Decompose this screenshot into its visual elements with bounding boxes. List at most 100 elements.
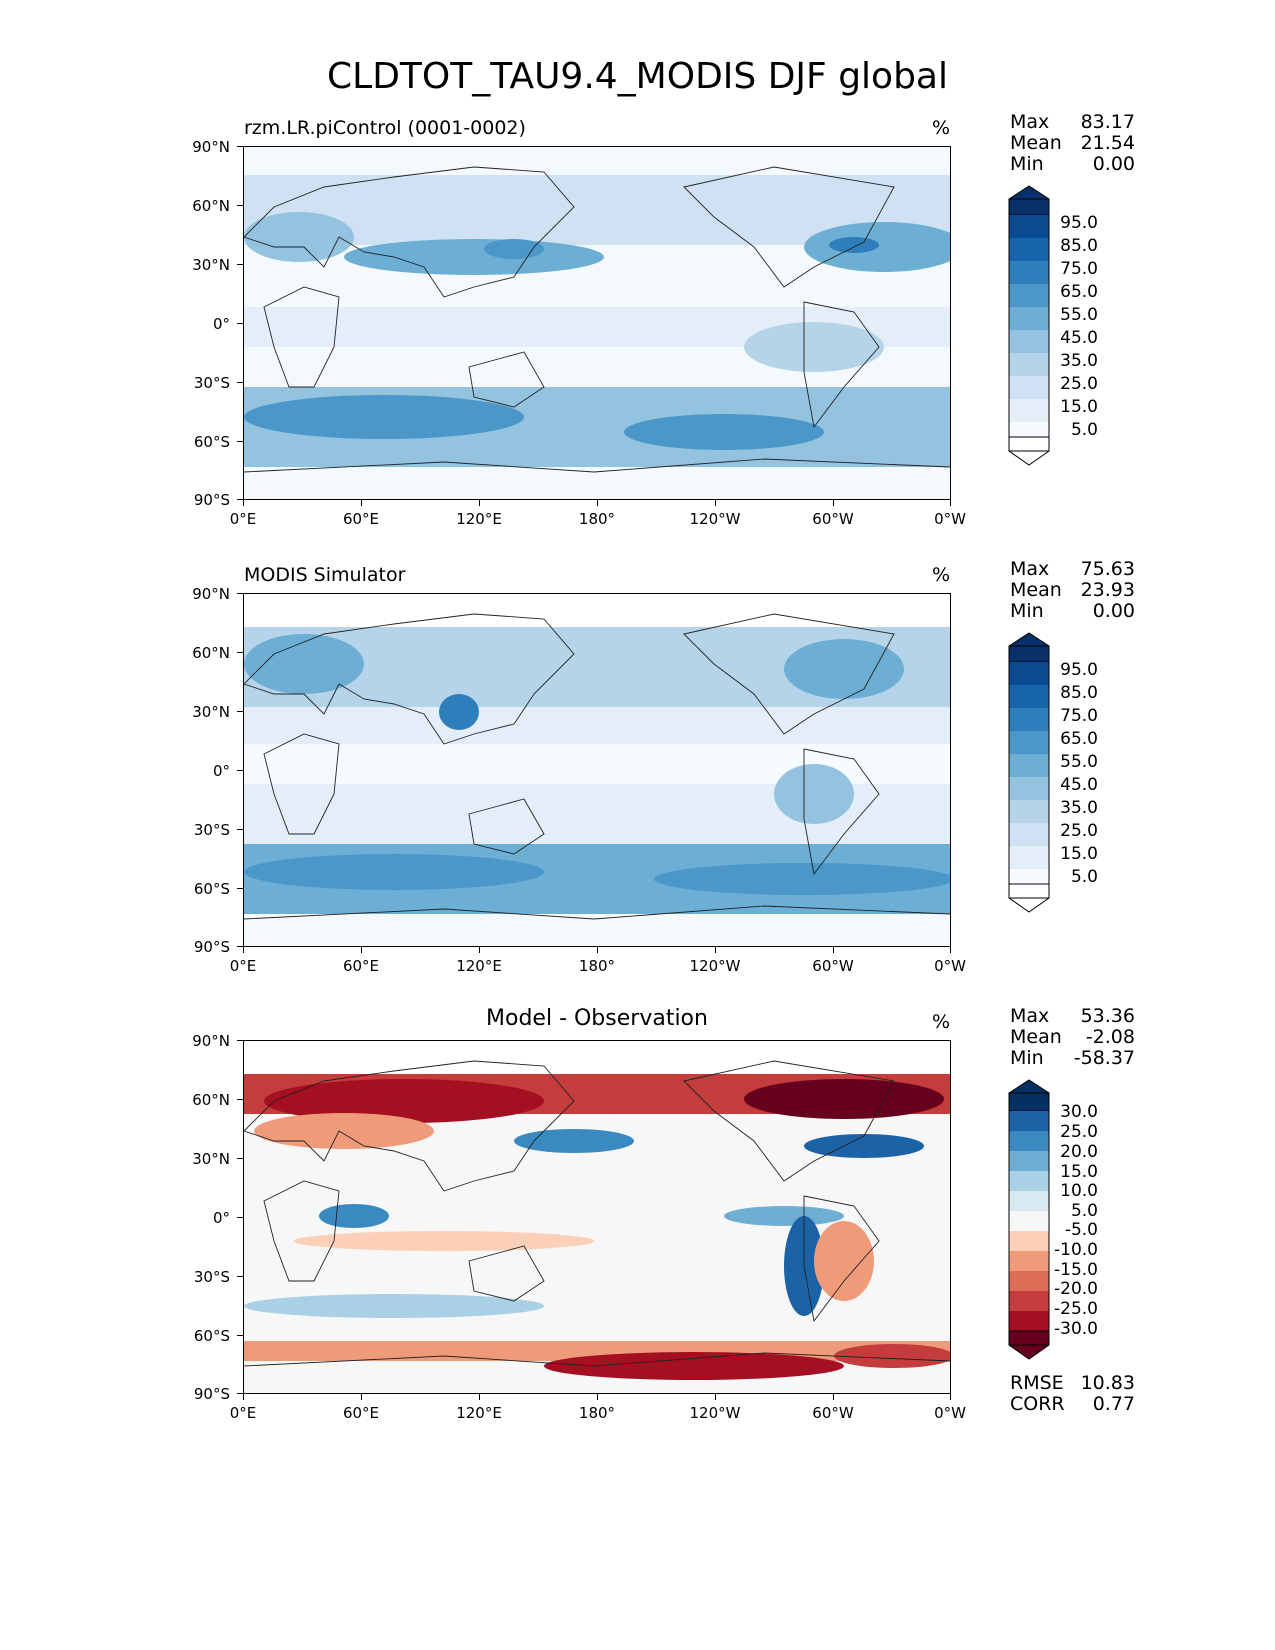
panel-title: rzm.LR.piControl (0001-0002) [244,117,526,139]
lon-tick-label: 60°E [342,510,380,528]
colorbar-label: 25.0 [1060,821,1098,841]
colorbar [1008,185,1050,466]
colorbar-label: -30.0 [1054,1319,1098,1339]
lon-tick-label: 60°E [342,1404,380,1422]
colorbar-label: -10.0 [1054,1240,1098,1260]
stat-value: 0.00 [1092,153,1135,175]
stat-value: 21.54 [1080,132,1135,154]
lon-tick-label: 0°W [934,957,966,975]
figure-title: CLDTOT_TAU9.4_MODIS DJF global [327,56,948,97]
colorbar-label: 55.0 [1060,752,1098,772]
stat-label: Mean [1010,1026,1062,1048]
lon-tick-label: 0°W [934,510,966,528]
colorbar-label: 95.0 [1060,660,1098,680]
error-stats-box: RMSE 10.83 CORR 0.77 [1010,1373,1135,1415]
lon-tick-label: 120°W [689,1404,741,1422]
lat-tick-label: 30°S [193,1268,230,1286]
lat-tick-label: 30°N [192,703,230,721]
stats-box: Max 53.36 Mean -2.08 Min -58.37 [1010,1006,1135,1069]
lat-tick-label: 30°N [192,1150,230,1168]
colorbar-label: 5.0 [1070,420,1098,440]
lon-tick-label: 0°E [229,957,257,975]
colorbar-label: 25.0 [1060,1122,1098,1142]
lon-tick-label: 60°W [812,1404,854,1422]
stat-value: 0.00 [1092,600,1135,622]
stat-label: Max [1010,111,1050,133]
lon-tick-label: 120°E [456,957,502,975]
stats-box: Max 75.63 Mean 23.93 Min 0.00 [1010,559,1135,622]
colorbar-label: -15.0 [1054,1260,1098,1280]
stat-label: Min [1010,1047,1044,1069]
lat-tick-label: 90°N [192,585,230,603]
stat-value: -58.37 [1073,1047,1135,1069]
stat-value: -2.08 [1085,1026,1135,1048]
stat-value: 0.77 [1092,1393,1135,1415]
colorbar-label: -25.0 [1054,1299,1098,1319]
lon-tick-label: 0°E [229,1404,257,1422]
map-model-svg [244,147,950,499]
lat-tick-label: 60°S [193,1327,230,1345]
lat-tick-label: 30°N [192,256,230,274]
stat-value: 23.93 [1080,579,1135,601]
lat-tick-label: 60°N [192,197,230,215]
unit-label: % [932,564,951,586]
colorbar-label: 75.0 [1060,259,1098,279]
panel-title: MODIS Simulator [244,564,406,586]
unit-label: % [932,117,951,139]
colorbar-label: 30.0 [1060,1102,1098,1122]
lat-tick-label: 0° [212,762,230,780]
lat-tick-label: 90°N [192,138,230,156]
colorbar-label: 35.0 [1060,351,1098,371]
map-difference-svg [244,1041,950,1393]
lat-tick-label: 60°S [193,880,230,898]
lat-tick-label: 0° [212,1209,230,1227]
lon-tick-label: 180° [578,510,616,528]
stat-value: 53.36 [1080,1005,1135,1027]
stat-label: Max [1010,1005,1050,1027]
stat-label: Min [1010,153,1044,175]
colorbar-label: 15.0 [1060,397,1098,417]
unit-label: % [932,1011,951,1033]
panel-title: Model - Observation [486,1006,708,1031]
lat-tick-label: 30°S [193,821,230,839]
map-observation-svg [244,594,950,946]
colorbar-label: 45.0 [1060,328,1098,348]
colorbar-label: 15.0 [1060,844,1098,864]
map-observation [243,593,951,947]
colorbar-label: 5.0 [1070,867,1098,887]
lat-tick-label: 30°S [193,374,230,392]
colorbar-label: -20.0 [1054,1279,1098,1299]
colorbar-label: -5.0 [1064,1220,1098,1240]
lon-tick-label: 0°E [229,510,257,528]
colorbar-label: 5.0 [1070,1201,1098,1221]
stat-label: Min [1010,600,1044,622]
lon-tick-label: 120°W [689,510,741,528]
colorbar-label: 15.0 [1060,1162,1098,1182]
lon-tick-label: 60°W [812,510,854,528]
colorbar-label: 10.0 [1060,1181,1098,1201]
stat-label: CORR [1010,1393,1065,1415]
map-model [243,146,951,500]
stat-value: 83.17 [1080,111,1135,133]
colorbar [1008,632,1050,913]
colorbar-label: 45.0 [1060,775,1098,795]
colorbar-label: 25.0 [1060,374,1098,394]
colorbar-label: 65.0 [1060,729,1098,749]
stat-label: Mean [1010,132,1062,154]
colorbar-label: 85.0 [1060,236,1098,256]
stats-box: Max 83.17 Mean 21.54 Min 0.00 [1010,112,1135,175]
stat-label: Mean [1010,579,1062,601]
stat-value: 10.83 [1080,1372,1135,1394]
lat-tick-label: 60°N [192,644,230,662]
lat-tick-label: 60°S [193,433,230,451]
colorbar-label: 65.0 [1060,282,1098,302]
lon-tick-label: 120°E [456,1404,502,1422]
stat-label: Max [1010,558,1050,580]
colorbar-label: 20.0 [1060,1142,1098,1162]
lon-tick-label: 60°W [812,957,854,975]
stat-value: 75.63 [1080,558,1135,580]
lon-tick-label: 120°E [456,510,502,528]
lat-tick-label: 60°N [192,1091,230,1109]
colorbar-label: 95.0 [1060,213,1098,233]
map-difference [243,1040,951,1394]
